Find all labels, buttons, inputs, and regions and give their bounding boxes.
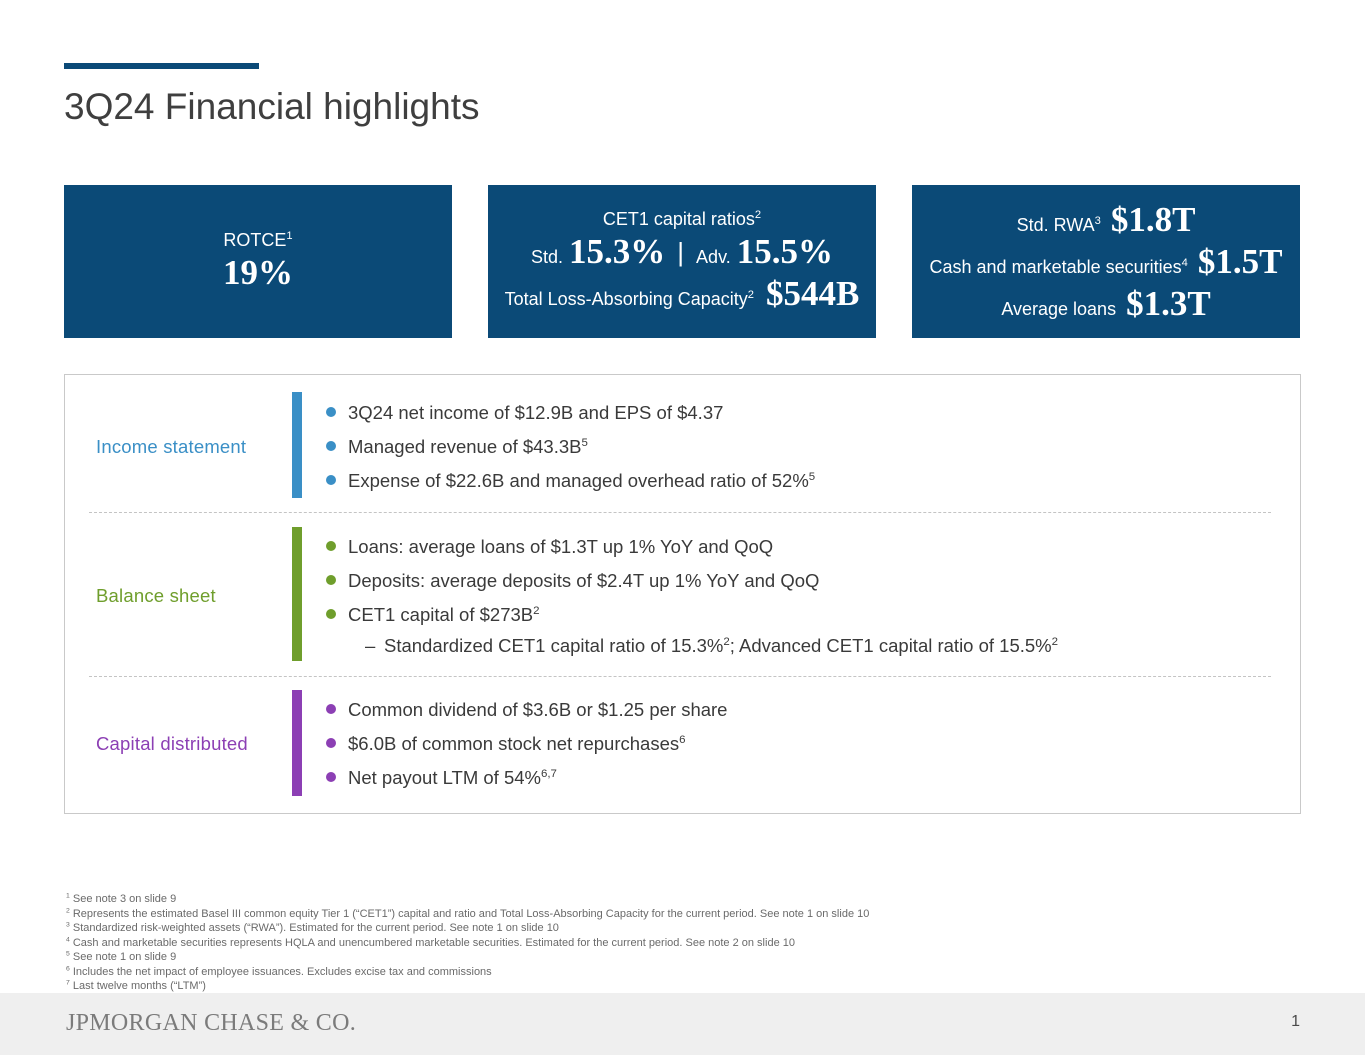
rwa-value: $1.8T [1110, 199, 1196, 239]
income-accent-bar [292, 392, 302, 498]
loans-value: $1.3T [1126, 283, 1211, 323]
rwa-label: Std. RWA3 [1016, 214, 1101, 235]
highlights-panel: Income statement 3Q24 net income of $12.… [64, 374, 1301, 814]
footnote: 7 Last twelve months (“LTM”) [66, 979, 206, 992]
cash-row: Cash and marketable securities4 $1.5T [930, 242, 1283, 282]
capital-distributed-label: Capital distributed [96, 733, 248, 754]
adv-value: 15.5% [736, 232, 833, 271]
kpi-box-cet1: CET1 capital ratios2 Std. 15.3% | Adv. 1… [488, 185, 876, 338]
cash-value: $1.5T [1197, 241, 1283, 281]
income-statement-label: Income statement [96, 436, 247, 457]
section-divider [89, 676, 1271, 677]
capital-accent-bar [292, 690, 302, 796]
kpi-box-rotce: ROTCE1 19% [64, 185, 452, 338]
tlac-label: Total Loss-Absorbing Capacity2 [504, 289, 754, 309]
loans-row: Average loans $1.3T [1001, 284, 1210, 324]
cet1-label: CET1 capital ratios2 [602, 209, 762, 229]
balance-sheet-label: Balance sheet [96, 585, 216, 606]
std-label: Std. [531, 247, 564, 267]
page-number: 1 [1291, 1013, 1300, 1030]
footnotes: 1 See note 3 on slide 9 2 Represents the… [66, 892, 869, 994]
rotce-label: ROTCE1 [223, 230, 293, 250]
footnote: 2 Represents the estimated Basel III com… [66, 906, 870, 920]
logo-text: JPMORGAN CHASE & CO. [66, 1010, 357, 1036]
footnote: 1 See note 3 on slide 9 [66, 892, 177, 905]
footnote: 6 Includes the net impact of employee is… [66, 964, 492, 978]
bullet-dot [326, 738, 336, 748]
page-title: 3Q24 Financial highlights [64, 86, 480, 127]
balance-accent-bar [292, 527, 302, 661]
loans-label: Average loans [1001, 298, 1117, 319]
title-accent-rule [64, 63, 259, 69]
tlac-value: $544B [765, 274, 860, 313]
balance-subbullet: – Standardized CET1 capital ratio of 15.3… [365, 635, 1059, 656]
adv-label: Adv. [696, 247, 731, 267]
bullet-dot [326, 475, 336, 485]
bullet-dot [326, 407, 336, 417]
footnote: 4 Cash and marketable securities represe… [66, 935, 795, 949]
kpi-box-balance: Std. RWA3 $1.8T Cash and marketable secu… [912, 185, 1300, 338]
rotce-value: 19% [223, 253, 293, 292]
bullet-dot [326, 772, 336, 782]
cet1-ratios-row: Std. 15.3% | Adv. 15.5% [531, 232, 833, 272]
cash-label: Cash and marketable securities4 [929, 256, 1188, 277]
ratio-divider: | [677, 237, 685, 267]
rwa-row: Std. RWA3 $1.8T [1017, 200, 1196, 240]
footer-bar [0, 993, 1365, 1055]
bullet-dot [326, 575, 336, 585]
bullet-dot [326, 704, 336, 714]
tlac-row: Total Loss-Absorbing Capacity2 $544B [505, 274, 860, 314]
std-value: 15.3% [569, 232, 666, 271]
bullet-dot [326, 441, 336, 451]
company-logo: JPMORGAN CHASE & CO. [66, 1010, 356, 1037]
section-divider [89, 512, 1271, 513]
bullet-dot [326, 609, 336, 619]
bullet-dot [326, 541, 336, 551]
footnote: 3 Standardized risk-weighted assets (“RW… [66, 921, 559, 934]
footnote: 5 See note 1 on slide 9 [66, 950, 177, 963]
